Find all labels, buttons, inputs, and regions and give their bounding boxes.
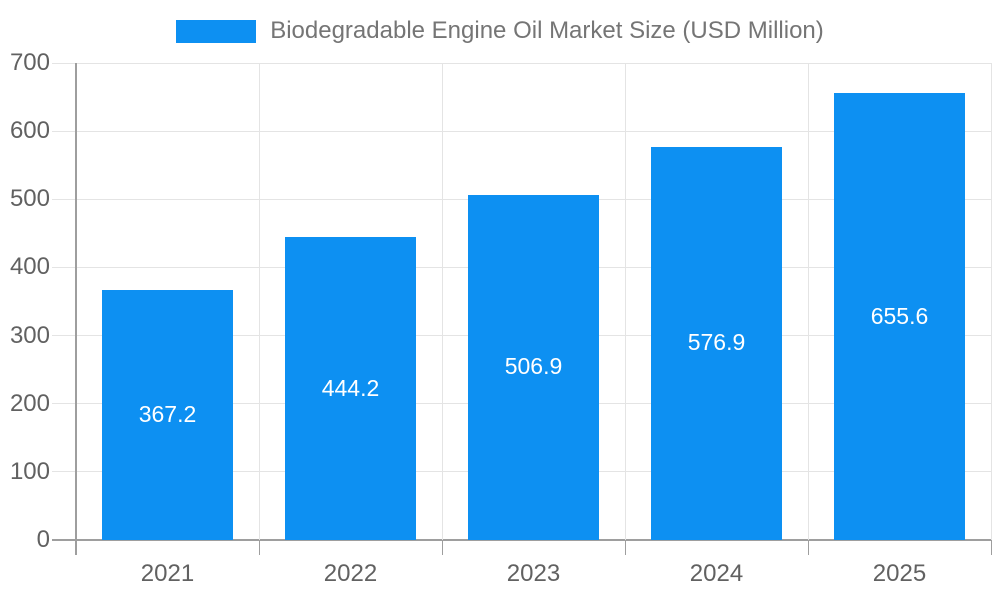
legend-swatch (176, 19, 257, 43)
bar (467, 194, 600, 540)
x-tick-mark (75, 540, 77, 555)
x-tick-mark (258, 540, 260, 555)
y-tick-label: 600 (9, 117, 50, 145)
v-gridline (807, 63, 809, 540)
bar-value-label: 576.9 (687, 329, 746, 356)
h-gridline (52, 62, 991, 64)
x-axis-line (52, 539, 991, 541)
x-tick-label: 2021 (140, 560, 195, 587)
x-tick-label: 2022 (323, 560, 378, 587)
v-gridline (624, 63, 626, 540)
bar (650, 146, 783, 540)
v-gridline (258, 63, 260, 540)
y-tick-label: 100 (9, 457, 50, 485)
bar-value-label: 444.2 (321, 374, 380, 401)
v-gridline (990, 63, 992, 540)
y-tick-label: 200 (9, 389, 50, 417)
x-tick-label: 2023 (506, 560, 561, 587)
x-tick-label: 2025 (872, 560, 927, 587)
y-tick-label: 0 (36, 526, 50, 553)
x-tick-mark (807, 540, 809, 555)
chart-legend: Biodegradable Engine Oil Market Size (US… (0, 17, 1000, 45)
bar-value-label: 655.6 (870, 302, 929, 329)
legend-label: Biodegradable Engine Oil Market Size (US… (270, 17, 824, 44)
bar (833, 93, 966, 540)
y-tick-label: 400 (9, 253, 50, 281)
bar (284, 237, 417, 540)
y-tick-label: 300 (9, 321, 50, 349)
x-tick-label: 2024 (689, 560, 744, 587)
bar-value-label: 506.9 (504, 353, 563, 380)
y-tick-label: 700 (9, 49, 50, 76)
x-tick-mark (990, 540, 992, 555)
y-tick-label: 500 (9, 185, 50, 213)
bar (101, 289, 234, 540)
h-gridline (52, 130, 991, 132)
x-tick-mark (624, 540, 626, 555)
v-gridline (441, 63, 443, 540)
x-tick-mark (441, 540, 443, 555)
bar-value-label: 367.2 (138, 400, 197, 427)
y-axis-line (75, 63, 77, 540)
